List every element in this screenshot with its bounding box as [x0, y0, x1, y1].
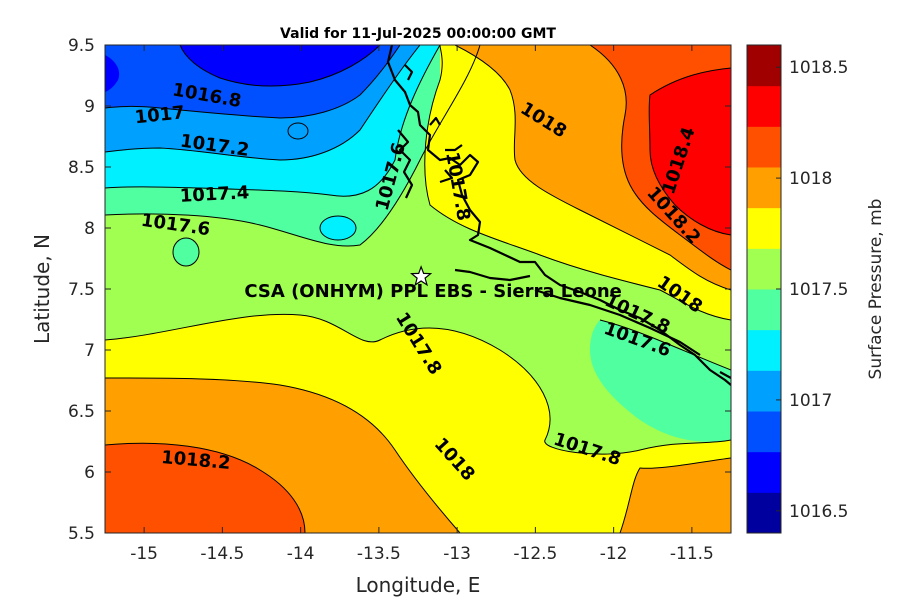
colorbar-segment	[747, 85, 781, 127]
colorbar-segment	[747, 167, 781, 209]
colorbar-segment	[747, 207, 781, 249]
y-tick-label: 9.5	[68, 36, 95, 56]
colorbar-segment	[747, 492, 781, 534]
band-1018-2-south-east	[620, 458, 731, 533]
band-1018-4-south	[105, 443, 305, 533]
x-axis-ticks: -15 -14.5 -14 -13.5 -13 -12.5 -12 -11.5	[130, 45, 714, 564]
colorbar-segment	[747, 370, 781, 412]
y-tick-label: 7.5	[68, 280, 95, 300]
star-icon	[409, 265, 433, 287]
colorbar-segment	[747, 45, 781, 87]
colorbar-tick-label: 1018.5	[789, 58, 848, 78]
x-tick-label: -12.5	[513, 544, 557, 564]
pocket-1017-2	[288, 123, 308, 139]
colorbar-tick-label: 1017	[789, 391, 832, 411]
colorbar	[746, 44, 782, 534]
y-axis-ticks: 5.5 6 6.5 7 7.5 8 8.5 9 9.5	[68, 36, 731, 544]
band-1016-6-northwest	[105, 55, 120, 92]
y-tick-label: 8.5	[68, 158, 95, 178]
map-plot-area	[104, 44, 732, 534]
x-tick-label: -13.5	[357, 544, 401, 564]
colorbar-tick-label: 1017.5	[789, 280, 848, 300]
y-tick-label: 6.5	[68, 402, 95, 422]
site-label: CSA (ONHYM) PPL EBS - Sierra Leone	[244, 281, 621, 302]
x-tick-label: -11.5	[670, 544, 714, 564]
band-1017-4-southeast	[590, 320, 731, 442]
colorbar-tick-label: 1016.5	[789, 502, 848, 522]
colorbar-tick-label: 1018	[789, 169, 832, 189]
map-title: Valid for 11-Jul-2025 00:00:00 GMT	[280, 26, 556, 42]
colorbar-ticks: 1016.5 1017 1017.5 1018 1018.5	[776, 58, 848, 522]
colorbar-segment	[747, 451, 781, 493]
contour-label: 1017.4	[179, 182, 249, 207]
colorbar-segment	[747, 248, 781, 290]
coastline	[386, 45, 731, 386]
band-1018-6-northeast	[649, 68, 731, 235]
y-tick-label: 5.5	[68, 524, 95, 544]
x-tick-label: -12	[600, 544, 628, 564]
x-tick-label: -14	[287, 544, 315, 564]
x-axis-label: Longitude, E	[356, 573, 481, 597]
contour-lines	[105, 45, 731, 533]
y-tick-label: 8	[84, 219, 95, 239]
x-tick-label: -13	[443, 544, 471, 564]
y-tick-label: 7	[84, 341, 95, 361]
colorbar-segment	[747, 126, 781, 168]
y-tick-label: 9	[84, 97, 95, 117]
colorbar-label: Surface Pressure, mb	[866, 199, 886, 380]
contour-label: 1017	[134, 102, 186, 128]
pocket-1017-6	[173, 238, 199, 266]
colorbar-segment	[747, 289, 781, 331]
y-axis-label: Latitude, N	[30, 234, 54, 344]
x-tick-label: -14.5	[200, 544, 244, 564]
colorbar-segment	[747, 329, 781, 371]
x-tick-label: -15	[130, 544, 158, 564]
colorbar-segment	[747, 411, 781, 453]
y-tick-label: 6	[84, 463, 95, 483]
site-marker: CSA (ONHYM) PPL EBS - Sierra Leone	[244, 265, 622, 302]
pocket-1017-4	[320, 216, 356, 240]
